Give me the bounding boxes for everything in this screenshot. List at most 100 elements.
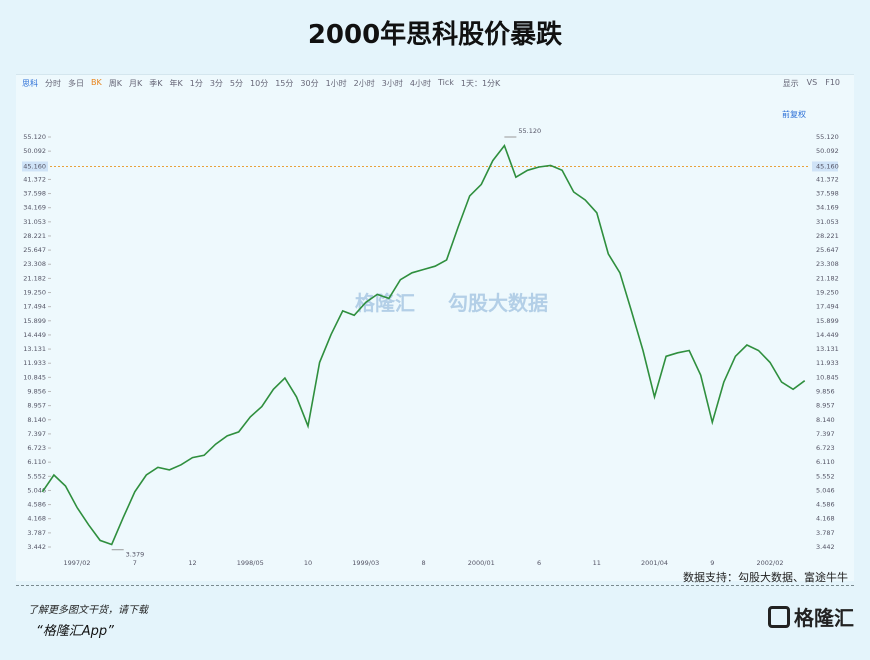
toolbar-right: 显示 VS F10 [783,78,840,89]
logo-text: 格隆汇 [794,606,854,630]
y-tick-label: 31.053 [816,218,839,226]
current-label: 45.160 [816,162,839,170]
toolbar-item[interactable]: Tick [437,78,454,87]
toolbar-item[interactable]: 1小时 [325,79,347,88]
x-tick-label: 7 [133,559,137,567]
x-tick-label: 11 [593,559,601,567]
current-label: 45.160 [23,162,46,170]
toolbar-item[interactable]: 15分 [275,79,294,88]
y-tick-label: 55.120 [23,133,46,141]
title: 2000年思科股价暴跌 [307,20,563,50]
y-tick-label: 5.552 [27,472,46,480]
y-tick-label: 5.046 [27,486,46,494]
y-tick-label: 13.131 [23,345,46,353]
x-tick-label: 8 [421,559,425,567]
y-tick-label: 55.120 [816,133,839,141]
y-tick-label: 7.397 [816,430,835,438]
x-tick-label: 2002/02 [757,559,784,567]
y-tick-label: 17.494 [816,303,839,311]
y-tick-label: 25.647 [23,246,46,254]
chart-panel [16,74,854,581]
y-tick-label: 41.372 [816,175,839,183]
promo-text: 了解更多图文干货，请下载 [28,605,148,616]
toolbar-item[interactable]: 30分 [300,79,319,88]
y-tick-label: 10.845 [23,373,46,381]
y-tick-label: 14.449 [23,331,46,339]
y-tick-label: 14.449 [816,331,839,339]
toolbar-item[interactable]: 3分 [209,79,223,88]
y-tick-label: 37.598 [23,190,46,198]
y-tick-label: 5.552 [816,472,835,480]
current-tag [22,161,48,172]
y-tick-label: 34.169 [23,204,46,212]
y-tick-label: 37.598 [816,190,839,198]
y-tick-label: 28.221 [816,232,839,240]
y-tick-label: 8.957 [27,402,46,410]
x-tick-label: 9 [710,559,714,567]
y-tick-label: 8.957 [816,402,835,410]
toolbar-item[interactable]: 1分 [189,79,203,88]
x-tick-label: 2000/01 [468,559,495,567]
toolbar-item[interactable]: 分时 [45,79,61,88]
y-tick-label: 4.586 [816,501,835,509]
y-tick-label: 7.397 [27,430,46,438]
toolbar-item[interactable]: BK [91,78,102,87]
low-label: 3.379 [126,551,145,559]
x-tick-label: 1997/02 [64,559,91,567]
x-tick-label: 6 [537,559,541,567]
toolbar-item[interactable]: 3小时 [381,79,403,88]
x-tick-label: 10 [304,559,312,567]
y-tick-label: 9.856 [816,387,835,395]
y-tick-label: 50.092 [816,147,839,155]
y-tick-label: 6.723 [816,444,835,452]
y-tick-label: 3.787 [27,529,46,537]
y-tick-label: 3.442 [27,543,46,551]
y-tick-label: 10.845 [816,373,839,381]
y-tick-label: 6.110 [27,458,46,466]
y-tick-label: 21.182 [23,274,46,282]
toolbar-item[interactable]: 10分 [250,79,269,88]
y-tick-label: 8.140 [27,416,46,424]
toolbar-item[interactable]: 4小时 [409,79,431,88]
source: 数据支持：勾股大数据、富途牛牛 [683,571,848,584]
y-tick-label: 4.168 [816,515,835,523]
watermark: 勾股大数据 [448,291,548,315]
y-tick-label: 15.899 [23,317,46,325]
y-tick-label: 13.131 [816,345,839,353]
x-tick-label: 1999/03 [352,559,379,567]
y-tick-label: 6.110 [816,458,835,466]
toolbar-item[interactable]: 月K [128,79,143,88]
y-tick-label: 34.169 [816,204,839,212]
y-tick-label: 21.182 [816,274,839,282]
logo-icon [768,605,790,628]
y-tick-label: 28.221 [23,232,46,240]
logo: 格隆汇 [768,602,854,631]
y-tick-label: 15.899 [816,317,839,325]
promo-app: “格隆汇App” [36,624,114,639]
toolbar-item[interactable]: 思科 [22,79,38,88]
toolbar-item[interactable]: 季K [149,79,163,88]
y-tick-label: 11.933 [23,359,46,367]
current-tag [812,161,838,172]
y-tick-label: 4.586 [27,501,46,509]
y-tick-label: 41.372 [23,175,46,183]
adjust-button[interactable]: 前复权 [782,110,806,119]
y-tick-label: 31.053 [23,218,46,226]
toolbar-item[interactable]: VS [806,78,818,87]
toolbar-item[interactable]: 周K [108,79,122,88]
y-tick-label: 8.140 [816,416,835,424]
toolbar-item[interactable]: 1天：1分K [460,79,501,88]
toolbar-item[interactable]: 5分 [229,79,244,88]
toolbar-item[interactable]: 显示 [782,79,799,88]
toolbar-item[interactable]: F10 [825,78,840,87]
price-line [41,143,806,546]
toolbar-item[interactable]: 多日 [68,79,84,88]
divider [16,585,854,586]
toolbar: 思科 分时 多日 BK 周K 月K 季K 年K 1分 3分 5分 10分 15分 30分 1小时 2小时 3小时… [22,78,842,89]
y-tick-label: 9.856 [27,387,46,395]
y-tick-label: 4.168 [27,515,46,523]
x-tick-label: 12 [188,559,196,567]
toolbar-item[interactable]: 年K [169,79,183,88]
toolbar-item[interactable]: 2小时 [353,79,375,88]
